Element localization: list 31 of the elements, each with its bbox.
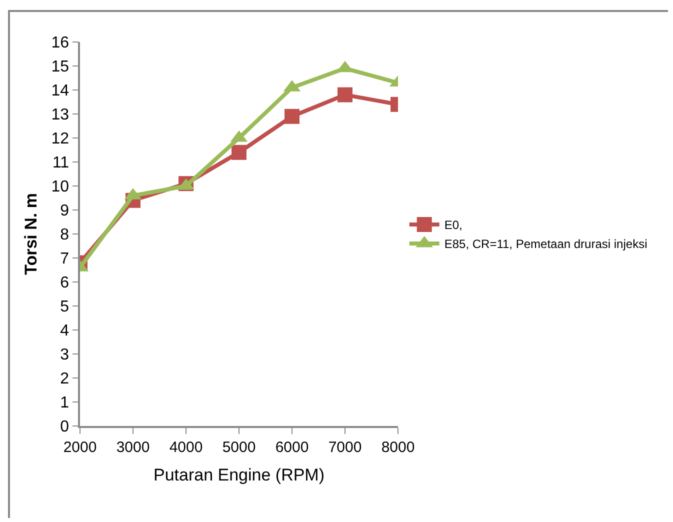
- y-tick-label: 14: [51, 82, 70, 100]
- y-tick-label: 3: [60, 346, 70, 364]
- y-tick-label: 10: [51, 178, 70, 196]
- point: [284, 108, 300, 124]
- y-tick-label: 11: [52, 154, 70, 172]
- legend-label: E85, CR=11, Pemetaan drurasi injeksi: [444, 237, 648, 252]
- y-tick-label: 0: [60, 418, 70, 436]
- x-axis-title: Putaran Engine (RPM): [153, 466, 325, 485]
- y-tick-label: 15: [51, 58, 70, 76]
- y-tick-label: 4: [60, 322, 70, 340]
- y-tick-label: 16: [51, 34, 70, 52]
- x-tick-label: 7000: [328, 438, 362, 456]
- x-tick-label: 5000: [222, 438, 256, 456]
- y-tick-label: 7: [60, 250, 70, 268]
- x-tick-label: 3000: [116, 438, 150, 456]
- y-tick-label: 12: [51, 130, 70, 148]
- y-tick-label: 2: [60, 370, 70, 388]
- point: [232, 144, 246, 160]
- y-tick-label: 6: [60, 274, 70, 292]
- y-tick-label: 13: [51, 106, 70, 124]
- x-tick-label: 2000: [63, 438, 97, 456]
- y-axis-title: Torsi N. m: [21, 193, 40, 275]
- legend-label: E0,: [444, 218, 462, 232]
- x-tick-label: 4000: [169, 438, 203, 456]
- y-tick-label: 1: [60, 394, 70, 412]
- point: [338, 87, 352, 102]
- y-tick-label: 5: [60, 298, 70, 316]
- y-tick-label: 9: [60, 202, 70, 220]
- x-tick-label: 8000: [381, 438, 415, 456]
- x-tick-label: 6000: [275, 438, 309, 456]
- y-tick-label: 8: [60, 226, 70, 244]
